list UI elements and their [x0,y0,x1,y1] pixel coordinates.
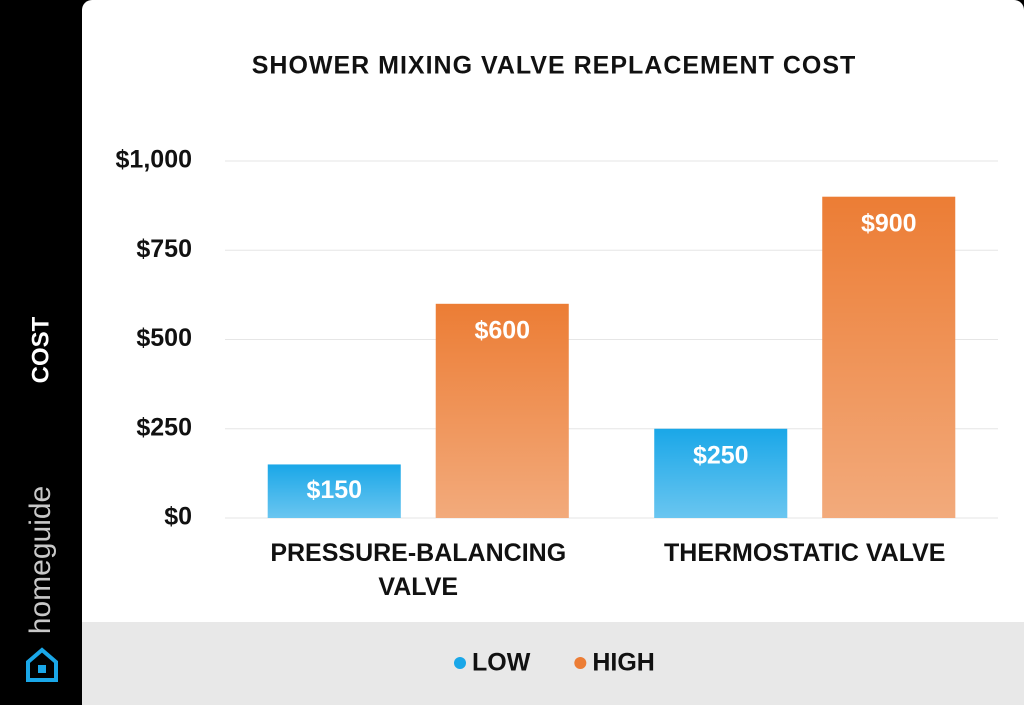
legend-label: LOW [472,649,531,677]
legend-band-corner [82,622,102,705]
value-label: $600 [474,316,530,344]
y-axis-label: COST [27,316,54,383]
bar-shade [822,196,956,518]
y-tick-label: $750 [136,235,192,263]
chart-title: SHOWER MIXING VALVE REPLACEMENT COST [252,52,857,80]
x-tick-label: THERMOSTATIC VALVE [664,539,946,567]
brand-logo: homeguide [24,486,57,634]
y-tick-label: $250 [136,413,192,441]
legend-band [82,622,1024,705]
bar-shade [267,464,401,518]
y-tick-label: $1,000 [116,146,192,174]
y-tick-label: $500 [136,324,192,352]
value-label: $250 [693,441,749,469]
legend-marker [574,657,587,669]
bar-shade [654,428,788,518]
value-label: $150 [306,476,362,504]
brand-icon [26,647,58,682]
bar-shade [435,303,569,518]
value-label: $900 [861,209,917,237]
x-tick-label: PRESSURE-BALANCING VALVE [270,539,567,601]
legend-label: HIGH [592,649,655,677]
y-tick-label: $0 [164,503,192,531]
legend-marker [454,657,466,669]
